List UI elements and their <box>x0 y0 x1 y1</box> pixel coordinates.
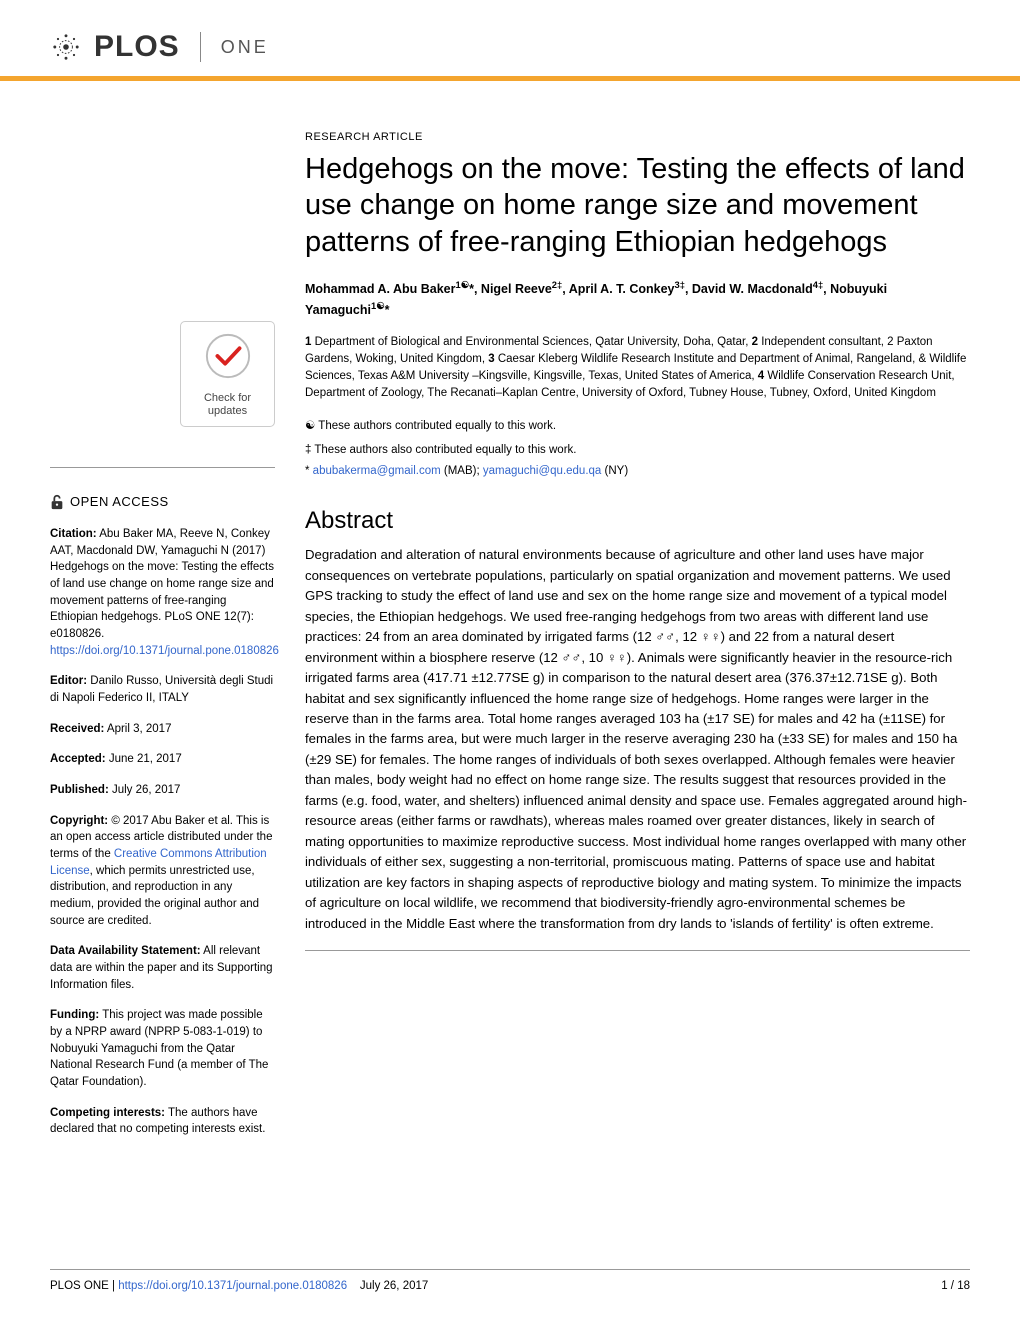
correspondence: * abubakerma@gmail.com (MAB); yamaguchi@… <box>305 465 970 477</box>
accepted-text: June 21, 2017 <box>109 753 182 765</box>
contrib-also: ‡ These authors also contributed equally… <box>305 441 970 459</box>
open-access-label: OPEN ACCESS <box>70 493 169 512</box>
corr-email-2[interactable]: yamaguchi@qu.edu.qa <box>483 465 601 477</box>
author-list: Mohammad A. Abu Baker1☯*, Nigel Reeve2‡,… <box>305 278 970 320</box>
footer-date: July 26, 2017 <box>360 1280 428 1292</box>
copyright-block: Copyright: © 2017 Abu Baker et al. This … <box>50 813 275 930</box>
copyright-label: Copyright: <box>50 815 108 827</box>
editor-block: Editor: Danilo Russo, Università degli S… <box>50 673 275 706</box>
plos-icon <box>50 31 82 63</box>
open-access-row: OPEN ACCESS <box>50 493 275 512</box>
journal-logo: PLOS ONE <box>50 30 970 64</box>
citation-text: Abu Baker MA, Reeve N, Conkey AAT, Macdo… <box>50 528 274 640</box>
crossmark-label: Check for updates <box>187 392 268 418</box>
crossmark-line2: updates <box>208 405 247 417</box>
footer-journal: PLOS ONE | <box>50 1280 118 1292</box>
sidebar: Check for updates OPEN ACCESS Citation: … <box>50 131 275 1152</box>
citation-label: Citation: <box>50 528 97 540</box>
funding-block: Funding: This project was made possible … <box>50 1007 275 1090</box>
received-label: Received: <box>50 723 104 735</box>
received-block: Received: April 3, 2017 <box>50 721 275 738</box>
competing-block: Competing interests: The authors have de… <box>50 1105 275 1138</box>
plos-text: PLOS <box>94 30 180 64</box>
abstract-heading: Abstract <box>305 507 970 535</box>
citation-doi-link[interactable]: https://doi.org/10.1371/journal.pone.018… <box>50 645 279 657</box>
footer-page-number: 1 / 18 <box>941 1280 970 1292</box>
published-label: Published: <box>50 784 109 796</box>
affiliations: 1 Department of Biological and Environme… <box>305 334 970 403</box>
published-block: Published: July 26, 2017 <box>50 782 275 799</box>
contrib-equal: ☯ These authors contributed equally to t… <box>305 417 970 435</box>
crossmark-widget[interactable]: Check for updates <box>180 321 275 427</box>
accepted-label: Accepted: <box>50 753 106 765</box>
logo-divider <box>200 32 201 62</box>
article-type: RESEARCH ARTICLE <box>305 131 970 143</box>
published-text: July 26, 2017 <box>112 784 180 796</box>
main-content: RESEARCH ARTICLE Hedgehogs on the move: … <box>305 131 970 1152</box>
received-text: April 3, 2017 <box>107 723 172 735</box>
one-text: ONE <box>221 37 269 58</box>
sidebar-divider <box>50 467 275 468</box>
corr-mid-1: (MAB); <box>441 465 483 477</box>
corr-email-1[interactable]: abubakerma@gmail.com <box>313 465 441 477</box>
crossmark-icon <box>204 332 252 380</box>
crossmark-line1: Check for <box>204 392 251 404</box>
article-title: Hedgehogs on the move: Testing the effec… <box>305 151 970 260</box>
citation-block: Citation: Abu Baker MA, Reeve N, Conkey … <box>50 526 275 659</box>
abstract-text: Degradation and alteration of natural en… <box>305 545 970 934</box>
page-header: PLOS ONE <box>0 0 1020 81</box>
accepted-block: Accepted: June 21, 2017 <box>50 751 275 768</box>
funding-label: Funding: <box>50 1009 99 1021</box>
corr-mid-2: (NY) <box>601 465 628 477</box>
footer-left: PLOS ONE | https://doi.org/10.1371/journ… <box>50 1280 428 1292</box>
data-label: Data Availability Statement: <box>50 945 201 957</box>
open-access-icon <box>50 494 64 510</box>
data-availability-block: Data Availability Statement: All relevan… <box>50 943 275 993</box>
abstract-divider <box>305 950 970 951</box>
page-footer: PLOS ONE | https://doi.org/10.1371/journ… <box>50 1269 970 1292</box>
competing-label: Competing interests: <box>50 1107 165 1119</box>
footer-doi-link[interactable]: https://doi.org/10.1371/journal.pone.018… <box>118 1280 347 1292</box>
editor-label: Editor: <box>50 675 87 687</box>
corr-prefix: * <box>305 465 313 477</box>
